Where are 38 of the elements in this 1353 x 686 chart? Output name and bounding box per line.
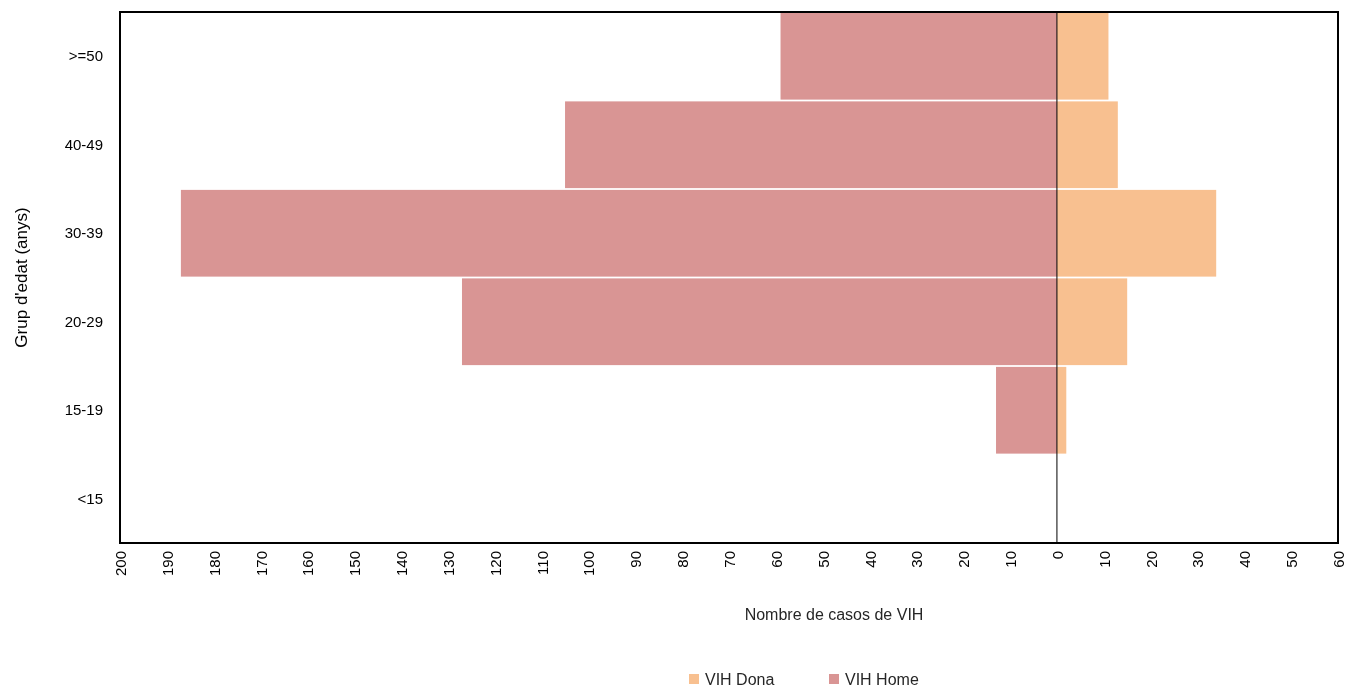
x-tick-label: 50 — [1283, 551, 1301, 568]
x-tick-label: 100 — [580, 551, 598, 577]
bar — [996, 366, 1057, 454]
y-tick-label: 15-19 — [64, 401, 103, 419]
x-tick-label: 30 — [908, 551, 926, 568]
y-tick-label: >=50 — [68, 47, 103, 65]
y-axis-title: Grup d'edat (anys) — [12, 207, 31, 348]
x-tick-label: 160 — [299, 551, 317, 577]
y-tick-label: 30-39 — [64, 224, 103, 242]
x-tick-label: 90 — [627, 551, 645, 568]
x-tick-label: 10 — [1002, 551, 1020, 568]
x-tick-label: 30 — [1189, 551, 1207, 568]
x-tick-label: 130 — [439, 551, 457, 577]
x-tick-label: 20 — [1142, 551, 1160, 568]
legend-label: VIH Home — [845, 671, 919, 686]
legend-label: VIH Dona — [705, 671, 775, 686]
x-tick-label: 150 — [346, 551, 364, 577]
x-tick-label: 80 — [674, 551, 692, 568]
x-tick-label: 70 — [721, 551, 738, 568]
x-tick-label: 0 — [1048, 551, 1066, 560]
x-tick-label: 40 — [1236, 551, 1254, 568]
x-tick-label: 120 — [486, 551, 504, 577]
x-tick-label: 190 — [158, 551, 176, 577]
x-axis-title: Nombre de casos de VIH — [744, 606, 924, 623]
x-tick-label: 180 — [205, 551, 223, 577]
x-tick-label: 170 — [252, 551, 270, 577]
x-tick-label: 60 — [767, 551, 785, 568]
x-tick-label: 140 — [393, 551, 411, 577]
x-tick-label: 40 — [861, 551, 879, 568]
x-tick-label: 50 — [814, 551, 832, 568]
y-tick-label: 20-29 — [64, 312, 103, 330]
x-tick-label: 10 — [1095, 551, 1113, 568]
y-tick-label: <15 — [77, 489, 103, 507]
x-tick-label: 110 — [533, 551, 551, 575]
y-tick-label: 40-49 — [64, 135, 103, 153]
x-tick-label: 20 — [955, 551, 973, 568]
x-tick-label: 60 — [1330, 551, 1347, 568]
x-tick-label: 200 — [112, 551, 129, 577]
